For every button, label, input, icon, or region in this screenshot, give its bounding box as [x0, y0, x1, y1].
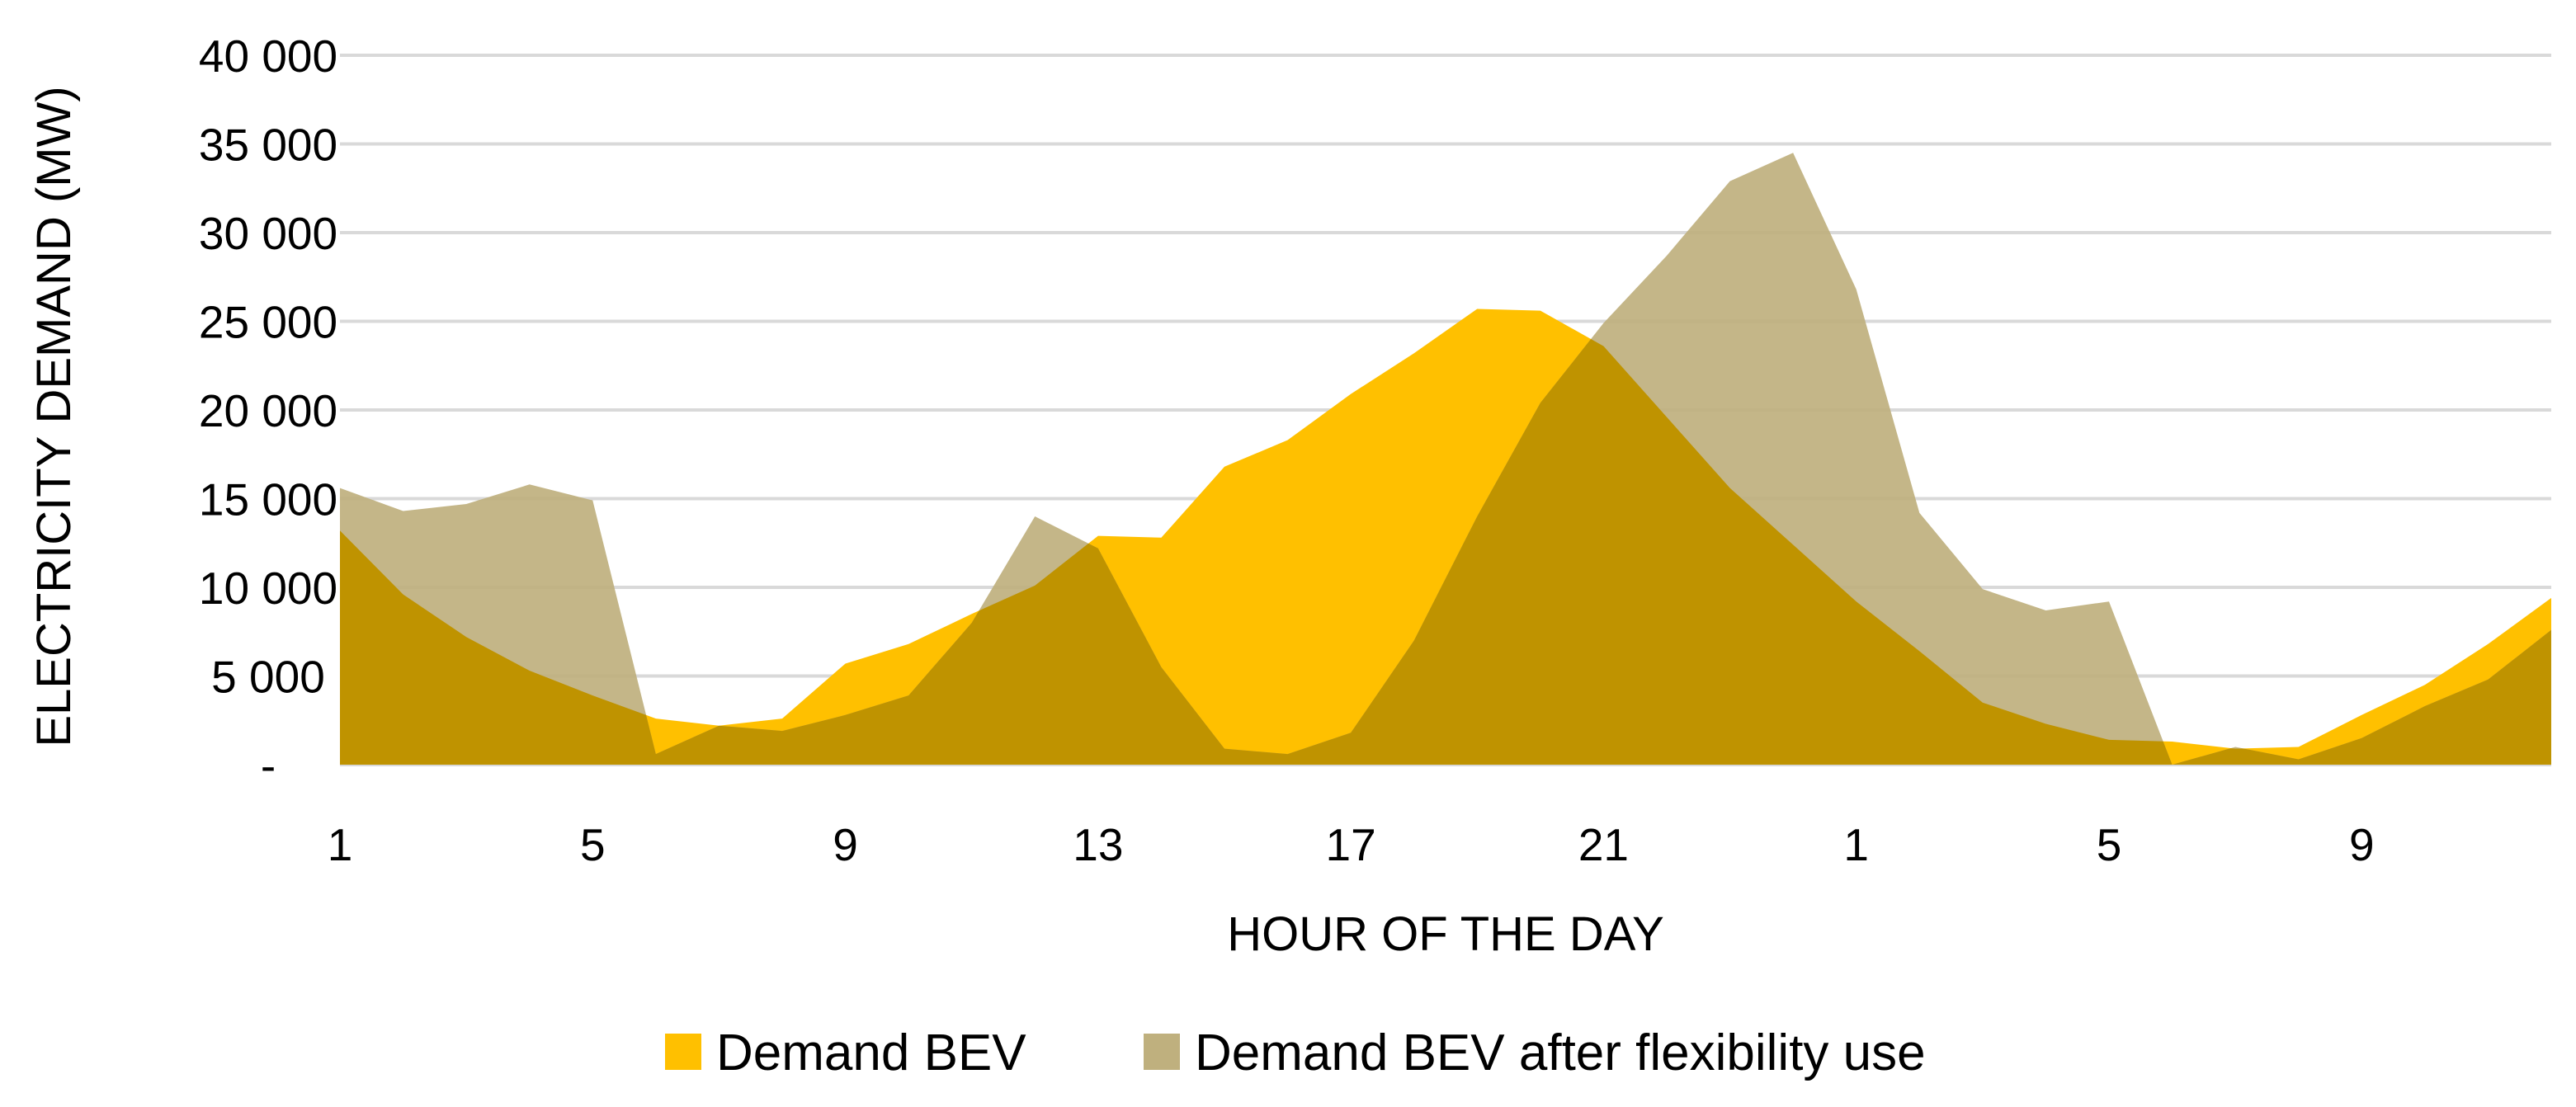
x-tick-label: 5: [2097, 819, 2122, 870]
y-tick-label: 20 000: [199, 385, 337, 436]
y-tick-label: 5 000: [211, 652, 325, 703]
x-tick-label: 21: [1578, 819, 1629, 870]
x-axis-ticks: 1 5 9 13 17 21 1 5 9: [328, 819, 2375, 870]
x-tick-label: 1: [1843, 819, 1869, 870]
y-axis-title: ELECTRICITY DEMAND (MW): [27, 86, 81, 747]
y-tick-label: -: [261, 740, 276, 791]
x-tick-label: 17: [1326, 819, 1376, 870]
area-demand-bev-after-flexibility: [340, 153, 2551, 765]
area-demand-bev: [340, 309, 2551, 765]
x-tick-label: 13: [1073, 819, 1123, 870]
x-tick-label: 9: [2349, 819, 2375, 870]
legend-label-demand-bev: Demand BEV: [716, 1025, 1026, 1081]
legend-label-demand-bev-after-flexibility: Demand BEV after flexibility use: [1195, 1025, 1926, 1081]
x-tick-label: 1: [328, 819, 353, 870]
legend-swatch-demand-bev: [665, 1034, 701, 1070]
x-axis-title: HOUR OF THE DAY: [1227, 907, 1664, 961]
y-tick-label: 15 000: [199, 474, 337, 525]
legend: Demand BEV Demand BEV after flexibility …: [665, 1025, 1926, 1081]
y-tick-label: 35 000: [199, 120, 337, 171]
y-axis-ticks: - 5 000 10 000 15 000 20 000 25 000 30 000 35 0…: [199, 31, 337, 791]
y-tick-label: 30 000: [199, 208, 337, 259]
legend-swatch-demand-bev-after-flexibility: [1144, 1034, 1180, 1070]
y-tick-label: 25 000: [199, 297, 337, 348]
y-tick-label: 40 000: [199, 31, 337, 82]
x-tick-label: 9: [833, 819, 858, 870]
y-tick-label: 10 000: [199, 563, 337, 614]
x-tick-label: 5: [580, 819, 606, 870]
area-series: [340, 153, 2551, 765]
